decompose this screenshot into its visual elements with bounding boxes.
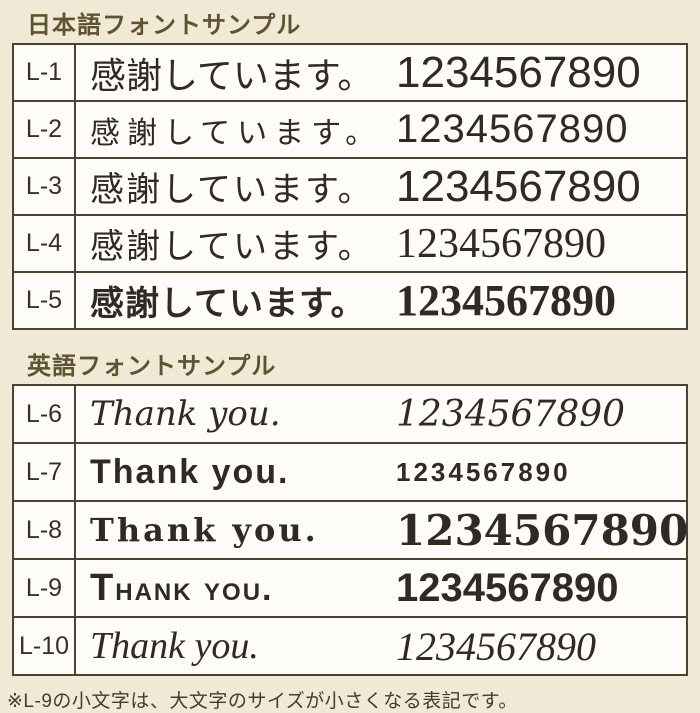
- row-label: L-7: [14, 444, 76, 500]
- table-row: L-4 感謝しています。 1234567890: [14, 216, 686, 273]
- table-row: L-10 Thank you. 1234567890: [14, 618, 686, 674]
- row-label: L-5: [14, 273, 76, 328]
- row-label: L-8: [14, 502, 76, 558]
- sample-text: Thank you.: [90, 452, 290, 491]
- english-section-heading: 英語フォントサンプル: [27, 353, 277, 380]
- sample-digits: 1234567890: [396, 456, 571, 487]
- table-row: L-7 Thank you. 1234567890: [14, 444, 686, 502]
- sample-text: Thank you.: [90, 566, 274, 609]
- sample-text: Thank you.: [90, 511, 319, 549]
- table-row: L-1 感謝しています。 1234567890: [14, 45, 686, 102]
- table-row: L-3 感謝しています。 1234567890: [14, 159, 686, 216]
- japanese-section-heading: 日本語フォントサンプル: [27, 12, 302, 39]
- sample-digits: 1234567890: [396, 161, 641, 211]
- sample-text: 感謝しています。: [90, 171, 374, 209]
- english-font-table: L-6 Thank you. 1234567890 L-7 Thank you.…: [12, 384, 688, 676]
- row-label: L-4: [14, 216, 76, 271]
- japanese-font-table: L-1 感謝しています。 1234567890 L-2 感謝しています。 123…: [12, 43, 688, 330]
- sample-digits: 1234567890: [396, 47, 641, 97]
- table-row: L-8 Thank you. 1234567890: [14, 502, 689, 560]
- row-label: L-1: [14, 45, 76, 100]
- sample-digits: 1234567890: [396, 220, 606, 267]
- sample-digits: 1234567890: [396, 276, 616, 325]
- sample-text: 感謝しています。: [90, 229, 374, 266]
- table-row: L-5 感謝しています。 1234567890: [14, 273, 686, 328]
- row-label: L-9: [14, 560, 76, 616]
- table-row: L-6 Thank you. 1234567890: [14, 386, 686, 444]
- sample-digits: 1234567890: [396, 505, 689, 555]
- table-row: L-2 感謝しています。 1234567890: [14, 102, 686, 159]
- row-label: L-10: [14, 618, 76, 674]
- sample-digits: 1234567890: [396, 393, 626, 435]
- footnote: ※L-9の小文字は、大文字のサイズが小さくなる表記です。: [7, 691, 518, 712]
- table-row: L-9 Thank you. 1234567890: [14, 560, 686, 618]
- row-label: L-2: [14, 102, 76, 157]
- sample-digits: 1234567890: [396, 623, 596, 669]
- sample-text: 感謝しています。: [90, 54, 374, 96]
- sample-text: 感謝しています。: [90, 115, 383, 151]
- row-label: L-3: [14, 159, 76, 214]
- sample-text: Thank you.: [90, 394, 281, 434]
- sample-digits: 1234567890: [396, 565, 619, 610]
- sample-text: Thank you.: [90, 625, 259, 667]
- sample-text: 感謝しています。: [90, 286, 366, 323]
- row-label: L-6: [14, 386, 76, 442]
- sample-digits: 1234567890: [396, 107, 629, 151]
